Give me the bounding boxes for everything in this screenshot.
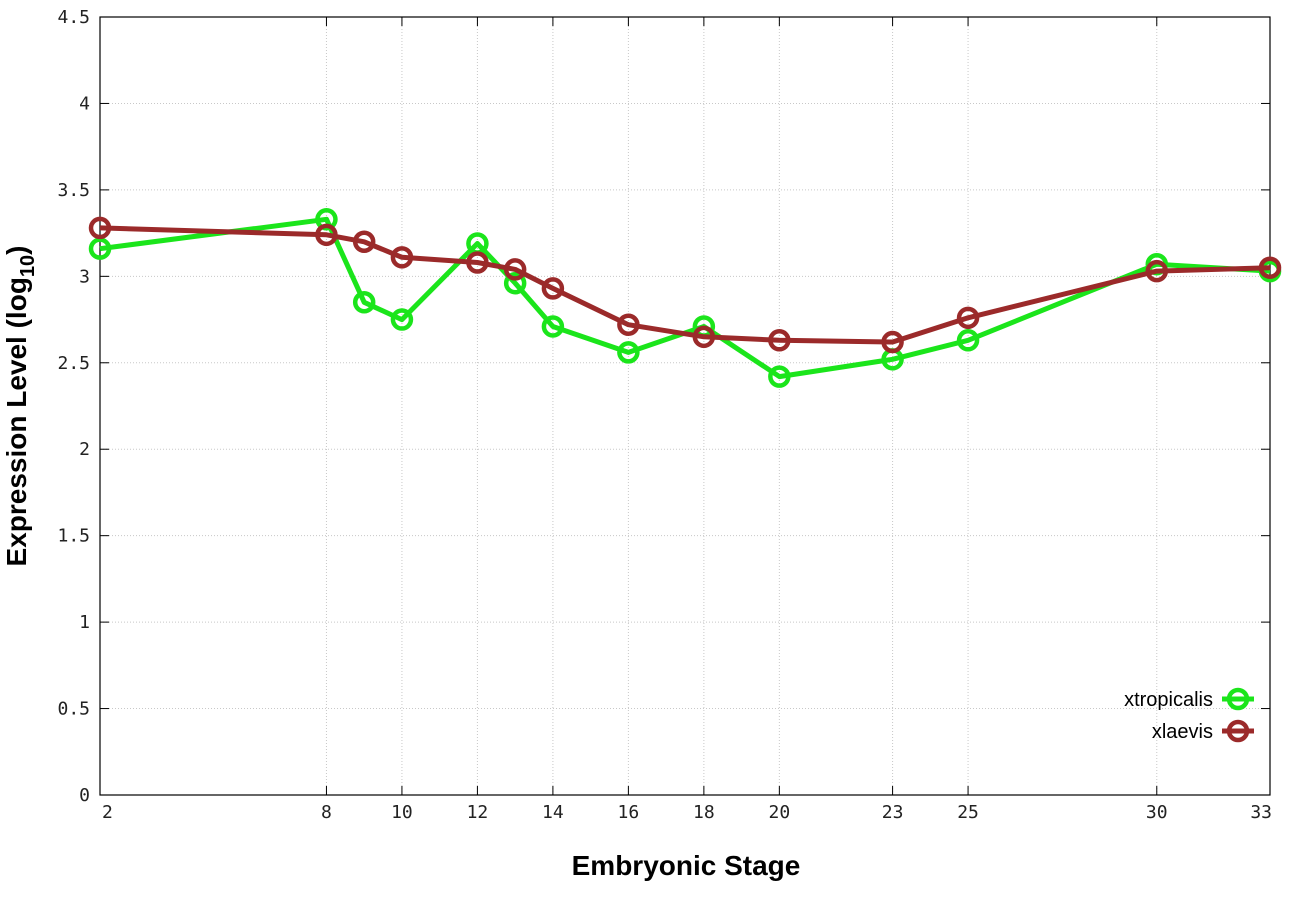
data-point-xlaevis bbox=[466, 251, 489, 274]
x-tick-label: 2 bbox=[102, 802, 113, 823]
data-point-xlaevis bbox=[956, 306, 980, 330]
x-tick-label: 18 bbox=[693, 802, 715, 823]
data-point-xlaevis bbox=[503, 258, 527, 281]
data-point-xlaevis bbox=[1145, 259, 1169, 283]
data-point-xtropicalis bbox=[768, 365, 791, 388]
x-tick-label: 12 bbox=[467, 802, 489, 823]
x-tick-label: 10 bbox=[391, 802, 413, 823]
x-axis-title: Embryonic Stage bbox=[572, 850, 801, 881]
y-tick-label: 2 bbox=[79, 439, 90, 460]
x-tick-label: 16 bbox=[618, 802, 640, 823]
series-lines bbox=[88, 208, 1282, 388]
data-point-xlaevis bbox=[541, 277, 565, 300]
x-tick-label: 33 bbox=[1250, 802, 1272, 823]
data-point-xtropicalis bbox=[503, 271, 527, 295]
data-point-xtropicalis bbox=[390, 308, 414, 331]
plot-frame bbox=[99, 16, 1271, 796]
data-point-xlaevis bbox=[768, 329, 791, 352]
axis-ticks: 0 0.5 1 1.5 2 2.5 3 3.5 4 4.5 2 8 10 12 14 16 18 20 23 25 30… bbox=[57, 7, 1272, 823]
data-point-xlaevis bbox=[315, 223, 338, 247]
y-tick-label: 1 bbox=[79, 612, 90, 633]
y-tick-label: 0.5 bbox=[57, 699, 90, 720]
y-axis-title-close: ) bbox=[1, 246, 32, 255]
data-point-xlaevis bbox=[352, 230, 376, 254]
legend-label-xtropicalis: xtropicalis bbox=[1124, 689, 1213, 711]
data-point-xtropicalis bbox=[956, 329, 980, 352]
x-tick-label: 25 bbox=[957, 802, 979, 823]
y-tick-label: 4.5 bbox=[57, 7, 90, 28]
grid bbox=[99, 16, 1271, 796]
y-axis-title-sub: 10 bbox=[17, 255, 39, 277]
series-line-xlaevis bbox=[99, 225, 1271, 345]
data-point-xlaevis bbox=[692, 325, 716, 349]
series-line-xtropicalis bbox=[99, 216, 1271, 380]
data-point-xlaevis bbox=[881, 330, 904, 354]
data-point-xtropicalis bbox=[88, 237, 112, 260]
legend-swatch-marker bbox=[1226, 687, 1250, 711]
data-point-xtropicalis bbox=[352, 291, 376, 314]
legend-label-xlaevis: xlaevis bbox=[1152, 721, 1213, 743]
data-point-xtropicalis bbox=[315, 208, 338, 231]
y-axis-title: Expression Level (log10) bbox=[1, 246, 39, 567]
x-tick-label: 14 bbox=[542, 802, 564, 823]
x-tick-label: 20 bbox=[769, 802, 791, 823]
y-tick-label: 3.5 bbox=[57, 180, 90, 201]
y-tick-label: 3 bbox=[79, 266, 90, 287]
x-tick-label: 30 bbox=[1146, 802, 1168, 823]
y-tick-label: 4 bbox=[79, 93, 90, 114]
x-tick-label: 8 bbox=[321, 802, 332, 823]
data-point-xlaevis bbox=[390, 246, 414, 269]
data-point-xtropicalis bbox=[541, 315, 565, 338]
legend: xtropicalis xlaevis bbox=[1124, 687, 1254, 743]
data-point-xlaevis bbox=[1258, 256, 1282, 279]
y-tick-label: 1.5 bbox=[57, 526, 90, 547]
y-axis-title-main: Expression Level (log bbox=[1, 277, 32, 566]
data-point-xlaevis bbox=[88, 216, 112, 240]
series-xtropicalis bbox=[88, 208, 1282, 388]
data-point-xtropicalis bbox=[617, 341, 640, 364]
legend-swatch-marker bbox=[1226, 719, 1250, 743]
data-point-xlaevis bbox=[617, 313, 640, 336]
y-tick-label: 2.5 bbox=[57, 353, 90, 374]
y-tick-label: 0 bbox=[79, 785, 90, 806]
x-tick-label: 23 bbox=[882, 802, 904, 823]
series-xlaevis bbox=[88, 216, 1282, 354]
